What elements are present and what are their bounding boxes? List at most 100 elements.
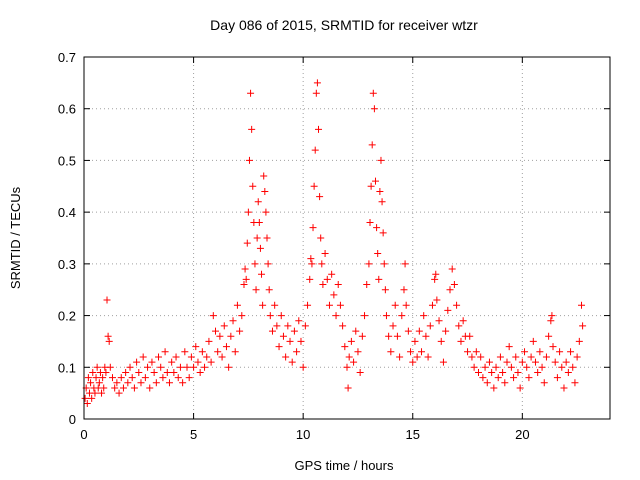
- data-point: [560, 384, 568, 392]
- data-point: [310, 182, 318, 190]
- y-tick-label: 0.2: [58, 309, 76, 324]
- x-axis-label: GPS time / hours: [295, 458, 394, 473]
- y-tick-label: 0.5: [58, 153, 76, 168]
- data-point: [369, 89, 377, 97]
- data-point: [172, 353, 180, 361]
- data-point: [309, 224, 317, 232]
- data-point: [144, 363, 152, 371]
- data-point: [339, 322, 347, 330]
- data-point: [201, 363, 209, 371]
- data-point: [111, 384, 119, 392]
- data-point: [336, 301, 344, 309]
- data-point: [265, 286, 273, 294]
- data-point: [366, 218, 374, 226]
- data-point: [525, 374, 533, 382]
- data-point: [84, 374, 92, 382]
- data-point: [87, 379, 95, 387]
- data-point: [207, 358, 215, 366]
- chart-title: Day 086 of 2015, SRMTID for receiver wtz…: [210, 17, 478, 33]
- data-point: [203, 353, 211, 361]
- data-point: [413, 353, 421, 361]
- data-point: [578, 301, 586, 309]
- x-tick-label: 20: [515, 427, 529, 442]
- data-point: [431, 275, 439, 283]
- data-point: [130, 384, 138, 392]
- data-point: [549, 343, 557, 351]
- data-point: [89, 368, 97, 376]
- data-point: [387, 348, 395, 356]
- data-point: [159, 374, 167, 382]
- data-point: [102, 368, 110, 376]
- y-tick-label: 0.1: [58, 360, 76, 375]
- data-point: [170, 368, 178, 376]
- data-point: [185, 374, 193, 382]
- data-point: [214, 348, 222, 356]
- data-point: [345, 353, 353, 361]
- data-point: [518, 358, 526, 366]
- data-point: [128, 374, 136, 382]
- data-point: [279, 332, 287, 340]
- data-point: [501, 379, 509, 387]
- data-point: [415, 327, 423, 335]
- data-point: [510, 374, 518, 382]
- x-tick-label: 10: [296, 427, 310, 442]
- data-point: [424, 353, 432, 361]
- data-point: [330, 291, 338, 299]
- data-point: [155, 353, 163, 361]
- data-point: [163, 368, 171, 376]
- data-point: [299, 363, 307, 371]
- data-point: [499, 368, 507, 376]
- data-point: [264, 260, 272, 268]
- data-point: [262, 208, 270, 216]
- data-point: [323, 275, 331, 283]
- data-points: [81, 79, 587, 407]
- data-point: [181, 348, 189, 356]
- data-point: [192, 343, 200, 351]
- data-point: [547, 317, 555, 325]
- data-point: [579, 322, 587, 330]
- data-point: [453, 301, 461, 309]
- data-point: [536, 348, 544, 356]
- data-point: [470, 363, 478, 371]
- data-point: [334, 281, 342, 289]
- data-point: [146, 384, 154, 392]
- data-point: [571, 379, 579, 387]
- data-point: [249, 182, 257, 190]
- data-point: [141, 374, 149, 382]
- y-tick-label: 0.4: [58, 205, 76, 220]
- data-point: [341, 343, 349, 351]
- data-point: [183, 363, 191, 371]
- data-point: [313, 79, 321, 87]
- data-point: [418, 348, 426, 356]
- y-tick-label: 0.6: [58, 102, 76, 117]
- data-point: [273, 322, 281, 330]
- data-point: [569, 363, 577, 371]
- data-point: [545, 332, 553, 340]
- y-tick-label: 0.3: [58, 257, 76, 272]
- data-point: [407, 348, 415, 356]
- data-point: [542, 353, 550, 361]
- data-point: [361, 312, 369, 320]
- data-point: [218, 353, 226, 361]
- data-point: [332, 312, 340, 320]
- data-point: [252, 286, 260, 294]
- x-tick-label: 5: [190, 427, 197, 442]
- data-point: [307, 255, 315, 263]
- data-point: [398, 312, 406, 320]
- data-point: [344, 384, 352, 392]
- data-point: [245, 156, 253, 164]
- data-point: [236, 327, 244, 335]
- data-point: [575, 337, 583, 345]
- data-point: [105, 337, 113, 345]
- data-point: [194, 358, 202, 366]
- data-point: [567, 348, 575, 356]
- data-point: [479, 374, 487, 382]
- data-point: [238, 312, 246, 320]
- data-point: [108, 374, 116, 382]
- data-point: [562, 358, 570, 366]
- data-point: [216, 332, 224, 340]
- data-point: [391, 301, 399, 309]
- data-point: [389, 322, 397, 330]
- data-point: [368, 141, 376, 149]
